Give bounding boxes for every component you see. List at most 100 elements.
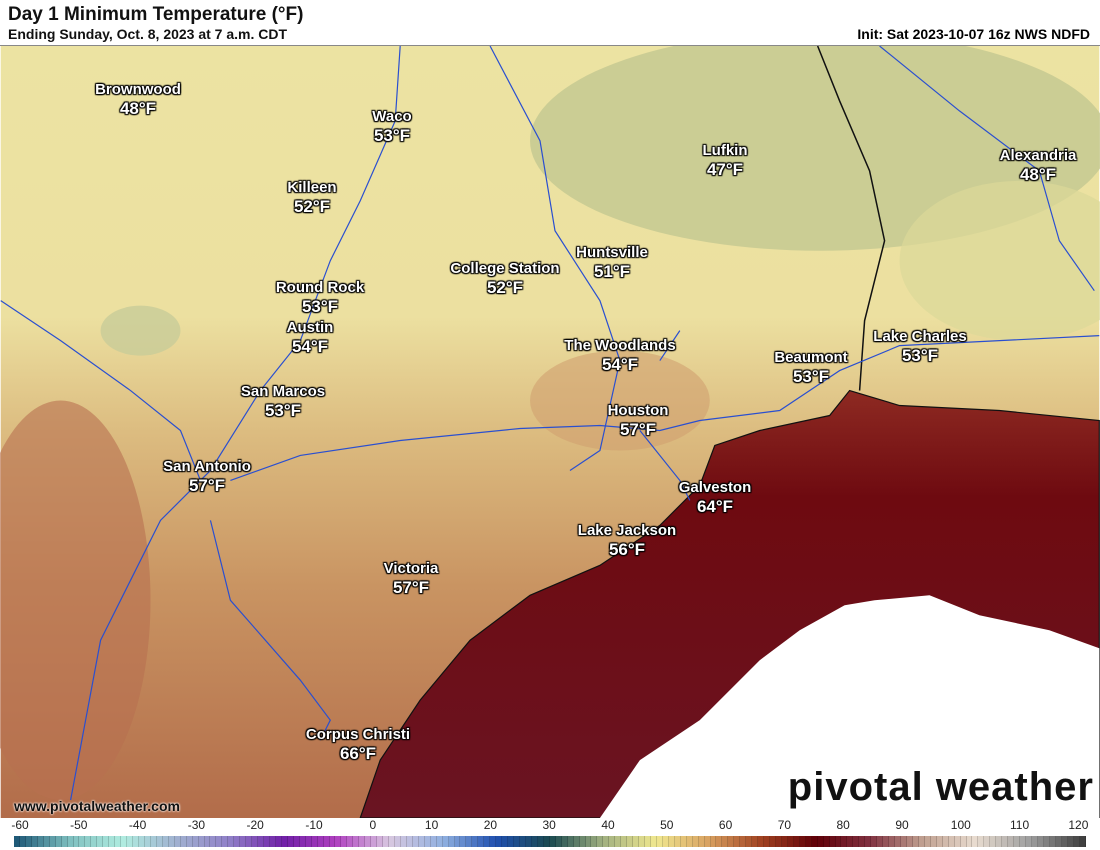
colorbar-swatch bbox=[448, 836, 455, 847]
city-name: Galveston bbox=[678, 479, 752, 496]
colorbar-swatch bbox=[895, 836, 902, 847]
colorbar-swatch bbox=[162, 836, 169, 847]
colorbar-swatch bbox=[55, 836, 62, 847]
city-label: Killeen 52°F bbox=[287, 178, 336, 216]
colorbar-swatch bbox=[734, 836, 741, 847]
colorbar-swatch bbox=[127, 836, 134, 847]
colorbar-swatch bbox=[573, 836, 580, 847]
colorbar-swatch bbox=[31, 836, 38, 847]
city-temp: 54°F bbox=[601, 355, 639, 374]
city-name: Corpus Christi bbox=[305, 726, 411, 743]
city-temp: 53°F bbox=[373, 126, 411, 145]
colorbar-swatch bbox=[811, 836, 818, 847]
colorbar-swatch bbox=[299, 836, 306, 847]
colorbar-swatch bbox=[698, 836, 705, 847]
website-url[interactable]: www.pivotalweather.com bbox=[14, 798, 180, 814]
colorbar-swatch bbox=[490, 836, 497, 847]
colorbar-swatch bbox=[156, 836, 163, 847]
colorbar-swatch bbox=[1020, 836, 1027, 847]
colorbar-swatch bbox=[787, 836, 794, 847]
city-name: Lake Jackson bbox=[577, 522, 677, 539]
city-label: Lufkin 47°F bbox=[703, 141, 748, 179]
colorbar-swatch bbox=[639, 836, 646, 847]
colorbar-swatch bbox=[359, 836, 366, 847]
city-temp: 53°F bbox=[301, 297, 339, 316]
colorbar-swatch bbox=[770, 836, 776, 847]
colorbar-swatch bbox=[67, 836, 74, 847]
city-temp: 48°F bbox=[1019, 165, 1057, 184]
colorbar-tick: 30 bbox=[542, 818, 556, 832]
colorbar-swatch bbox=[121, 836, 128, 847]
colorbar-swatch bbox=[555, 836, 562, 847]
colorbar-swatch bbox=[478, 836, 485, 847]
colorbar-swatch bbox=[1079, 836, 1086, 847]
city-temp: 47°F bbox=[706, 160, 744, 179]
colorbar-swatch bbox=[1002, 836, 1009, 847]
colorbar-swatch bbox=[514, 836, 521, 847]
colorbar-swatch bbox=[847, 836, 854, 847]
colorbar-swatch bbox=[978, 836, 985, 847]
colorbar-swatch bbox=[924, 836, 931, 847]
city-name: Brownwood bbox=[95, 81, 181, 98]
colorbar-tick: 80 bbox=[836, 818, 850, 832]
colorbar-swatch bbox=[115, 836, 122, 847]
colorbar-swatch bbox=[901, 836, 907, 847]
colorbar-swatch bbox=[906, 836, 913, 847]
colorbar-swatch bbox=[1037, 836, 1044, 847]
colorbar-swatch bbox=[1043, 836, 1050, 847]
colorbar-swatch bbox=[311, 836, 318, 847]
colorbar-swatch bbox=[365, 836, 372, 847]
colorbar-tick: -50 bbox=[70, 818, 88, 832]
colorbar-tick: 70 bbox=[777, 818, 792, 832]
colorbar-swatch bbox=[180, 836, 187, 847]
colorbar-swatch bbox=[472, 836, 479, 847]
city-label: Alexandria 48°F bbox=[1000, 146, 1077, 184]
colorbar-tick: -60 bbox=[11, 818, 29, 832]
colorbar-swatch bbox=[317, 836, 324, 847]
colorbar-swatch bbox=[966, 836, 973, 847]
city-name: Killeen bbox=[287, 179, 337, 196]
colorbar-tick: 100 bbox=[950, 818, 971, 832]
colorbar-swatch bbox=[1067, 836, 1074, 847]
colorbar-tick: 40 bbox=[601, 818, 615, 832]
colorbar-swatch bbox=[656, 836, 663, 847]
colorbar-ticks: -60 -50 -40 -30 -20 -10 0 10 20 30 40 50 60 70 80 90 100… bbox=[0, 818, 1100, 834]
colorbar-swatch bbox=[645, 836, 651, 847]
rivers bbox=[0, 46, 1100, 801]
colorbar-swatch bbox=[520, 836, 526, 847]
colorbar-swatch bbox=[668, 836, 675, 847]
colorbar-swatch bbox=[591, 836, 598, 847]
city-name: Lake Charles bbox=[873, 328, 967, 345]
colorbar-swatch bbox=[621, 836, 628, 847]
colorbar-swatch bbox=[418, 836, 425, 847]
city-temp: 53°F bbox=[792, 367, 830, 386]
colorbar-swatch bbox=[353, 836, 360, 847]
colorbar-swatch bbox=[883, 836, 890, 847]
colorbar-swatch bbox=[746, 836, 753, 847]
colorbar-swatch bbox=[496, 836, 503, 847]
city-label: Houston 57°F bbox=[608, 401, 669, 439]
colorbar-swatch bbox=[996, 836, 1003, 847]
colorbar-swatch bbox=[662, 836, 669, 847]
colorbar-swatch bbox=[650, 836, 657, 847]
colorbar-swatch bbox=[835, 836, 842, 847]
colorbar-swatch bbox=[853, 836, 860, 847]
colorbar-swatch bbox=[716, 836, 723, 847]
city-temp: 54°F bbox=[291, 337, 329, 356]
colorbar-swatch bbox=[14, 836, 20, 847]
colorbar-tick: 0 bbox=[369, 818, 377, 832]
colorbar-swatch bbox=[210, 836, 217, 847]
colorbar-swatch bbox=[948, 836, 955, 847]
colorbar-swatch bbox=[150, 836, 157, 847]
colorbar-swatch bbox=[865, 836, 872, 847]
colorbar-swatch bbox=[168, 836, 175, 847]
colorbar-swatch bbox=[466, 836, 473, 847]
city-temp: 64°F bbox=[696, 497, 734, 516]
colorbar-swatch bbox=[1031, 836, 1038, 847]
no-data-region bbox=[599, 595, 1100, 818]
city-label: Galveston 64°F bbox=[679, 478, 752, 516]
colorbar-swatch bbox=[680, 836, 687, 847]
colorbar-swatch bbox=[258, 836, 265, 847]
state-border bbox=[816, 46, 886, 391]
colorbar-swatch bbox=[228, 836, 235, 847]
